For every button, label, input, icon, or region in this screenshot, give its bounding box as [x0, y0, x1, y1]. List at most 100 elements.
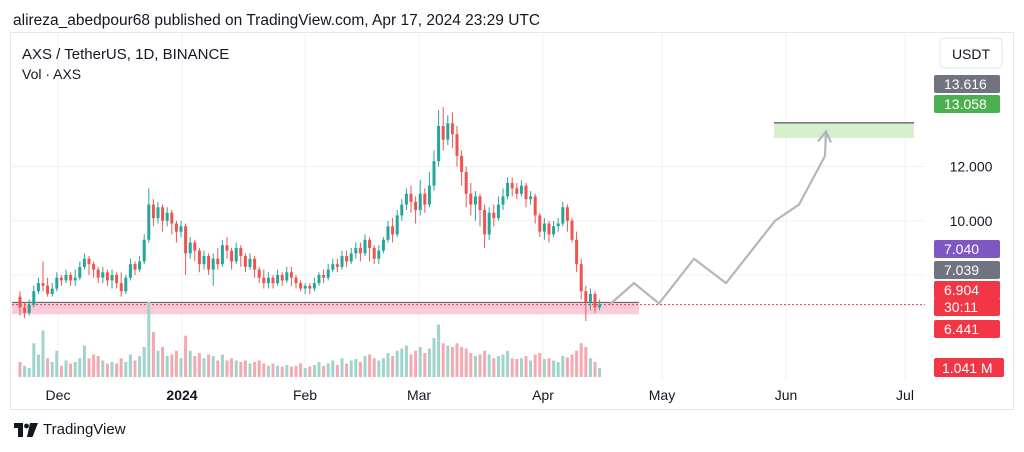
candle	[115, 272, 119, 289]
volume-bar	[202, 358, 206, 377]
volume-bar	[335, 365, 339, 377]
volume-bar	[32, 343, 36, 377]
candle-body	[216, 258, 220, 265]
x-tick-label: Feb	[293, 387, 317, 403]
volume-bar	[41, 330, 45, 377]
volume-bar	[455, 343, 459, 377]
candle-body	[285, 272, 289, 281]
volume-bar	[427, 348, 431, 377]
candle	[128, 258, 132, 281]
candle-body	[156, 207, 160, 219]
volume-bar	[381, 358, 385, 377]
volume-bar	[216, 360, 220, 377]
volume-bar	[565, 357, 569, 377]
candle	[105, 269, 109, 286]
candle-body	[32, 291, 36, 305]
candle-body	[496, 204, 500, 219]
candle-body	[220, 245, 224, 265]
volume-bar	[432, 338, 436, 377]
candle	[257, 266, 261, 284]
candle	[151, 199, 155, 227]
volume-bar	[368, 354, 372, 377]
candle	[69, 272, 73, 286]
volume-bar	[418, 347, 422, 377]
candle	[73, 269, 77, 286]
volume-bar	[363, 356, 367, 377]
candle	[161, 204, 165, 232]
candle	[579, 258, 583, 300]
candle	[345, 250, 349, 267]
candle	[464, 166, 468, 208]
candle	[202, 250, 206, 270]
candle	[441, 107, 445, 151]
candle	[82, 253, 86, 270]
volume-bar	[552, 360, 556, 377]
candle-body	[556, 223, 560, 227]
candle-body	[524, 185, 528, 200]
candle-body	[124, 277, 128, 292]
candle	[404, 188, 408, 210]
candle-body	[593, 293, 597, 308]
candle-body	[197, 250, 201, 265]
candle	[381, 237, 385, 254]
volume-bar	[501, 354, 505, 377]
candle-body	[455, 134, 459, 156]
candle	[216, 247, 220, 270]
candle	[372, 245, 376, 265]
candle-body	[271, 277, 275, 284]
volume-bar	[220, 354, 224, 377]
candle	[184, 223, 188, 275]
volume-bar	[312, 365, 316, 377]
candle-body	[510, 182, 514, 189]
volume-bar	[257, 360, 261, 377]
candle	[524, 182, 528, 208]
candle	[225, 237, 229, 259]
volume-bar	[294, 365, 298, 377]
price-label-7.040: 7.040	[934, 240, 1000, 258]
candle-body	[579, 264, 583, 292]
currency-button[interactable]	[939, 37, 1003, 69]
volume-bar	[174, 350, 178, 377]
x-tick-label: May	[649, 387, 675, 403]
candle	[506, 177, 510, 200]
volume-bar	[400, 348, 404, 377]
candle	[409, 185, 413, 213]
candle	[197, 247, 201, 273]
candle-body	[515, 188, 519, 194]
volume-label-text: 1.041 M	[942, 360, 993, 376]
footer-brand: TradingView	[43, 421, 126, 438]
volume-bar	[239, 362, 243, 377]
volume-bar	[575, 350, 579, 377]
candle	[450, 112, 454, 148]
candle-body	[225, 245, 229, 251]
volume-bar	[473, 356, 477, 377]
candle	[368, 237, 372, 262]
price-label-6.904: 6.904	[934, 281, 1000, 299]
volume-bar	[280, 366, 284, 377]
candle-body	[253, 258, 257, 270]
candle	[565, 204, 569, 232]
candle-body	[340, 256, 344, 267]
volume-bar	[243, 360, 247, 377]
candle	[460, 150, 464, 186]
volume-bar	[82, 345, 86, 377]
candle	[312, 277, 316, 292]
candle	[23, 302, 27, 319]
candle-body	[561, 207, 565, 224]
candles	[18, 107, 602, 322]
volume-bar	[105, 363, 109, 377]
candle-body	[391, 226, 395, 235]
volume-bar	[156, 350, 160, 377]
candle	[124, 275, 128, 294]
candle-body	[211, 258, 215, 270]
candle	[36, 277, 40, 294]
candle	[110, 269, 114, 289]
volume-bar	[92, 354, 96, 377]
candle	[165, 207, 169, 227]
candle	[478, 193, 482, 227]
candle-body	[294, 277, 298, 284]
candle	[552, 220, 556, 238]
volume-bar	[395, 350, 399, 377]
candle-body	[165, 212, 169, 221]
